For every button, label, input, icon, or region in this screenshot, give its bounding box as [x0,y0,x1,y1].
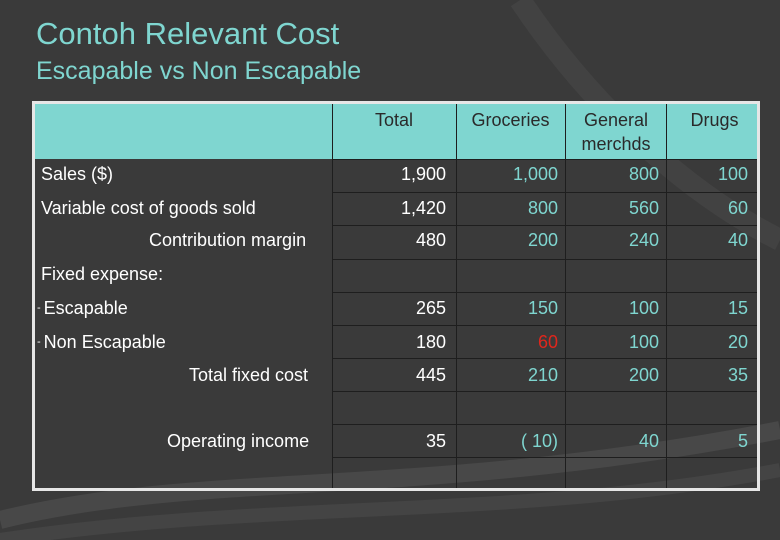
cell-totalfixed-drugs: 35 [727,365,748,385]
grid-line [666,104,667,488]
grid-line [332,457,757,458]
grid-line [456,104,457,488]
cell-vcogs-drugs: 60 [727,198,748,218]
row-label-contribution-margin: Contribution margin [149,230,307,250]
escapable-label-text: Escapable [43,298,128,318]
header-total: Total [374,110,414,130]
row-label-variable-cost: Variable cost of goods sold [41,198,256,218]
cell-opincome-general: 40 [638,431,659,451]
slide-subtitle: Escapable vs Non Escapable [36,57,362,85]
row-label-total-fixed-cost: Total fixed cost [189,365,309,385]
cell-vcogs-general: 560 [628,198,659,218]
grid-line [332,259,757,260]
cell-sales-drugs: 100 [717,164,748,184]
row-label-operating-income: Operating income [167,431,310,451]
grid-line [332,159,757,160]
cell-totalfixed-total: 445 [415,365,446,385]
cell-nonescapable-drugs: 20 [727,332,748,352]
cell-opincome-drugs: 5 [737,431,748,451]
cell-nonescapable-general: 100 [628,332,659,352]
cell-escapable-drugs: 15 [727,298,748,318]
bullet-dash: - [37,336,41,348]
row-label-escapable: - Escapable [37,298,128,319]
header-general-merchandise: General merchds [581,110,651,154]
grid-line [332,104,333,488]
cell-cm-drugs: 40 [727,230,748,250]
cell-nonescapable-groceries: 60 [537,332,558,352]
grid-line [332,424,757,425]
header-drugs: Drugs [690,110,739,130]
cell-opincome-groceries: ( 10) [520,431,558,451]
grid-line [332,391,757,392]
row-label-non-escapable: - Non Escapable [37,332,166,353]
slide-title: Contoh Relevant Cost [36,16,340,51]
grid-line [565,104,566,488]
cell-escapable-groceries: 150 [527,298,558,318]
cost-table: Total Groceries General merchds Drugs Sa… [32,101,760,491]
cell-cm-general: 240 [628,230,659,250]
cell-nonescapable-total: 180 [415,332,446,352]
bullet-dash: - [37,302,41,314]
cell-sales-total: 1,900 [400,164,446,184]
grid-line [332,192,757,193]
row-label-sales: Sales ($) [41,164,114,184]
cell-cm-total: 480 [415,230,446,250]
grid-line [332,325,757,326]
cell-vcogs-total: 1,420 [400,198,446,218]
non-escapable-label-text: Non Escapable [43,332,166,352]
table-header-band [35,104,757,159]
grid-line [332,292,757,293]
cell-escapable-total: 265 [415,298,446,318]
row-label-fixed-expense: Fixed expense: [41,264,164,284]
grid-line [332,358,757,359]
cell-totalfixed-groceries: 210 [527,365,558,385]
cell-escapable-general: 100 [628,298,659,318]
cell-opincome-total: 35 [425,431,446,451]
grid-line [332,225,757,226]
cell-sales-general: 800 [628,164,659,184]
cell-totalfixed-general: 200 [628,365,659,385]
cell-cm-groceries: 200 [527,230,558,250]
cell-vcogs-groceries: 800 [527,198,558,218]
cell-sales-groceries: 1,000 [512,164,558,184]
header-groceries: Groceries [471,110,550,130]
